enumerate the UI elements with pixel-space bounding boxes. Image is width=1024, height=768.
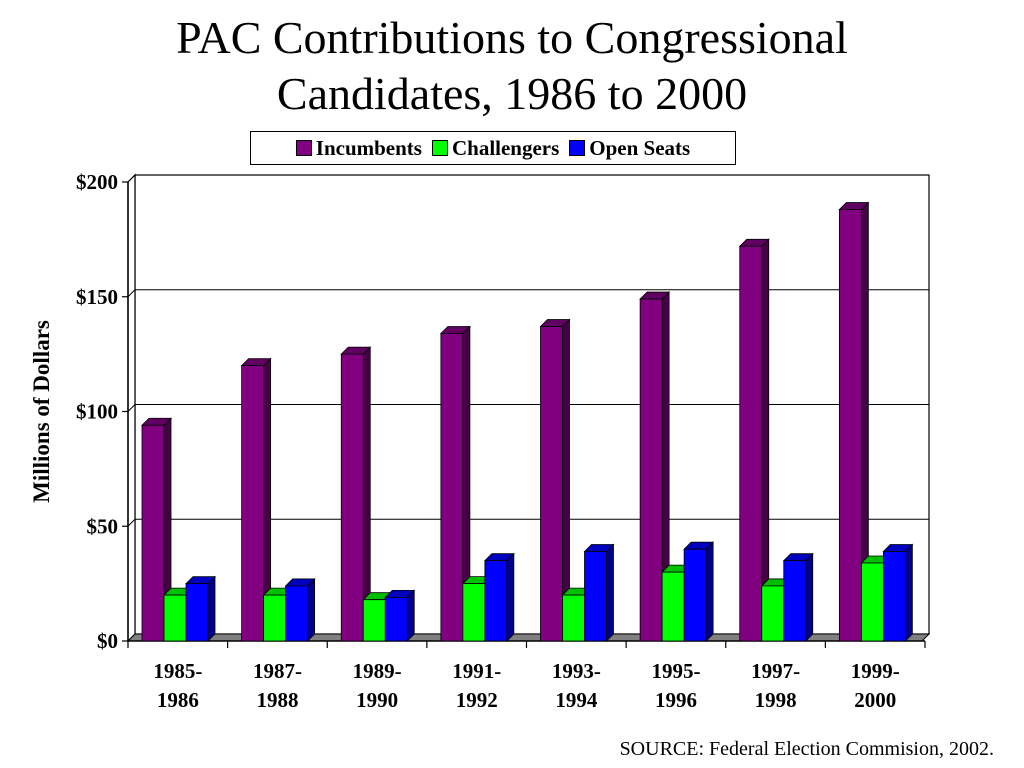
bar-challengers [562,594,585,642]
x-tick-label: 1993- [552,659,601,683]
legend-item-challengers: Challengers [431,135,560,161]
bar-challengers [860,562,884,642]
bar-open-seats-side [406,589,415,642]
x-tick-label: 1995- [651,659,700,683]
x-tick-label: 1990 [356,688,398,712]
chart-title-line-2: Candidates, 1986 to 2000 [276,68,748,119]
bar-incumbents [540,326,563,642]
bar-incumbents [340,353,364,642]
y-tick-label: $50 [87,514,119,538]
x-tick-label: 1996 [655,688,697,712]
x-tick-label: 2000 [854,688,896,712]
x-tick-label: 1987- [253,659,302,683]
x-tick-label: 1989- [353,659,402,683]
bar-open-seats-side [207,575,216,642]
bar-open-seats-side [805,552,814,642]
x-tick-label: 1994 [555,688,598,712]
bar-open-seats [882,551,906,642]
chart-title-line-1: PAC Contributions to Congressional [176,12,848,63]
bar-challengers [362,599,386,642]
gridline-depth [127,518,136,527]
chart-title: PAC Contributions to Congressional Candi… [0,10,1024,122]
legend-swatch-open-seats [569,140,586,156]
bar-challengers [661,571,685,642]
bar-challengers [263,594,287,642]
bar-open-seats [584,551,607,642]
gridline-depth [127,174,136,183]
legend-label-open-seats: Open Seats [589,135,691,160]
bar-open-seats [285,585,309,642]
x-tick-label: 1985- [153,659,202,683]
legend-label-challengers: Challengers [451,135,560,160]
bar-incumbents [639,298,663,642]
bar-open-seats [185,583,209,642]
bar-open-seats-side [705,541,714,642]
bar-open-seats-side [904,543,913,642]
x-tick-label: 1986 [157,688,199,712]
bar-open-seats [484,560,508,642]
bar-open-seats [783,560,807,642]
legend-item-incumbents: Incumbents [295,135,422,161]
legend-item-open-seats: Open Seats [569,136,690,161]
bar-open-seats-side [307,577,316,642]
x-tick-label: 1997- [751,659,800,683]
x-tick-label: 1988 [256,688,298,712]
x-tick-label: 1991- [452,659,501,683]
legend-swatch-incumbents [295,140,312,156]
x-tick-label: 1992 [456,688,498,712]
bar-incumbents [141,424,165,642]
y-axis-label: Millions of Dollars [29,320,54,503]
x-tick-label: 1998 [755,688,797,712]
bar-challengers [462,583,486,642]
y-tick-label: $150 [76,285,118,309]
gridline-depth [127,404,136,412]
bar-challengers [163,594,187,642]
bar-open-seats-side [506,552,515,642]
bar-incumbents [440,333,464,642]
bar-open-seats [683,548,707,642]
x-tick-label: 1999- [851,659,900,683]
chart-legend: Incumbents Challengers Open Seats [250,131,736,165]
y-tick-label: $200 [76,170,118,194]
bar-incumbents [838,209,862,642]
y-tick-label: $0 [97,629,118,653]
bar-incumbents [739,245,763,642]
bar-open-seats [384,596,408,642]
bar-open-seats-side [606,543,614,642]
legend-swatch-challengers [431,140,448,156]
legend-label-incumbents: Incumbents [315,135,422,160]
bar-challengers [761,585,785,642]
gridline-depth [127,289,136,298]
source-note: SOURCE: Federal Election Commision, 2002… [619,738,994,760]
bar-incumbents [241,365,265,642]
y-tick-label: $100 [76,400,118,424]
